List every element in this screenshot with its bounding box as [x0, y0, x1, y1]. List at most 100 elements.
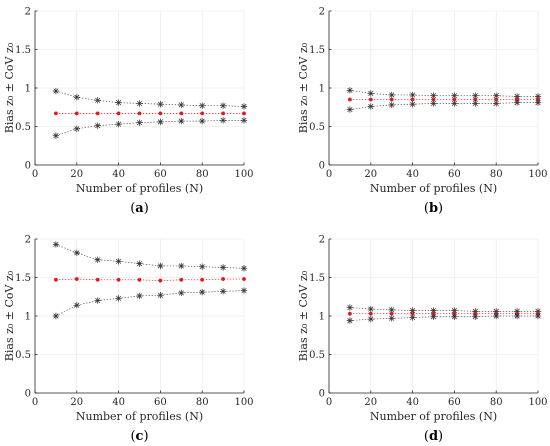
data-point-lower: [178, 117, 185, 125]
data-point-mean: [200, 277, 205, 282]
x-tick-label: 60: [448, 169, 461, 180]
data-point-mean: [221, 277, 226, 281]
data-point-lower: [136, 292, 143, 300]
x-tick-label: 20: [364, 169, 377, 180]
x-tick-label: 0: [326, 397, 332, 408]
data-point-mean: [221, 111, 226, 116]
x-tick-label: 100: [528, 397, 547, 408]
data-point-mean: [348, 97, 352, 102]
series-line-upper: [349, 307, 538, 312]
data-point-lower: [367, 315, 374, 323]
data-point-upper: [219, 102, 227, 109]
x-tick-label: 40: [406, 397, 419, 408]
data-point-lower: [367, 103, 374, 110]
series-line-lower: [55, 290, 245, 317]
x-axis-label: Number of profiles (N): [370, 410, 497, 423]
x-tick-label: 20: [70, 397, 83, 408]
x-tick-label: 60: [154, 397, 167, 408]
data-point-mean: [95, 111, 100, 116]
data-point-mean: [368, 311, 373, 316]
panel-label: (b): [424, 201, 443, 216]
data-point-lower: [157, 292, 164, 299]
y-tick-label: 2: [25, 235, 31, 246]
data-point-upper: [115, 99, 122, 106]
x-tick-label: 100: [528, 169, 547, 180]
data-point-lower: [115, 120, 122, 128]
data-point-upper: [240, 265, 248, 272]
y-tick-label: 0.5: [15, 122, 31, 133]
chart-panel-b: 0 20 40 60 80 100 0 0.5 1 1.5 2 Number of profiles …: [297, 7, 548, 217]
series-line-lower: [55, 119, 244, 137]
series-line-lower: [349, 315, 538, 321]
y-tick-label: 1: [25, 312, 31, 323]
data-point-lower: [451, 313, 458, 320]
data-point-lower: [493, 100, 500, 107]
data-point-mean: [200, 111, 205, 116]
data-point-mean: [116, 111, 121, 116]
x-axis-label: Number of profiles (N): [76, 182, 203, 195]
data-point-mean: [389, 97, 394, 102]
data-point-mean: [494, 97, 499, 102]
data-point-mean: [410, 97, 415, 102]
data-point-lower: [472, 313, 479, 320]
data-point-mean: [179, 277, 184, 282]
data-point-upper: [367, 305, 374, 313]
x-tick-label: 60: [448, 397, 461, 408]
data-point-lower: [52, 132, 60, 139]
data-point-upper: [178, 101, 185, 109]
data-point-lower: [52, 312, 60, 320]
x-tick-label: 20: [70, 169, 83, 180]
data-point-mean: [473, 97, 478, 102]
data-point-upper: [115, 258, 122, 265]
data-point-lower: [157, 118, 164, 126]
data-point-lower: [178, 289, 185, 297]
data-point-upper: [219, 264, 227, 271]
data-point-lower: [219, 117, 227, 124]
chart-panel-a: 0 20 40 60 80 100 0 0.5 1 1.5 2 Number of profiles …: [3, 7, 254, 217]
data-point-mean: [368, 97, 373, 102]
data-point-mean: [54, 111, 58, 116]
data-point-mean: [74, 277, 79, 281]
data-point-upper: [388, 306, 395, 314]
data-point-mean: [348, 311, 352, 316]
data-point-lower: [409, 314, 416, 321]
data-point-upper: [73, 249, 80, 257]
y-tick-label: 1.5: [309, 45, 325, 56]
y-tick-label: 2: [25, 7, 31, 18]
x-tick-label: 80: [490, 397, 503, 408]
series-line-upper: [349, 89, 538, 97]
data-point-upper: [472, 92, 479, 99]
data-point-upper: [493, 92, 500, 99]
data-point-mean: [431, 97, 436, 102]
y-axis-label: Bias z₀ ± CoV z₀: [3, 270, 16, 361]
x-tick-label: 20: [364, 397, 377, 408]
x-tick-label: 40: [112, 397, 125, 408]
data-point-mean: [452, 97, 457, 102]
data-point-lower: [430, 313, 437, 320]
data-point-upper: [157, 100, 164, 108]
data-point-lower: [240, 117, 248, 124]
y-axis-label: Bias z₀ ± CoV z₀: [3, 42, 16, 133]
data-point-upper: [346, 304, 354, 311]
data-point-mean: [179, 111, 184, 116]
data-point-upper: [430, 307, 437, 314]
data-point-upper: [94, 97, 101, 104]
data-point-mean: [137, 277, 142, 282]
y-axis-label: Bias z₀ ± CoV z₀: [297, 270, 310, 361]
x-tick-label: 0: [32, 397, 38, 408]
data-point-mean: [158, 278, 163, 283]
data-point-upper: [199, 263, 206, 270]
chart-panel-c: 0 20 40 60 80 100 0 0.5 1 1.5 2 Number of profiles …: [3, 235, 254, 445]
x-tick-label: 80: [196, 169, 209, 180]
series-line-upper: [55, 244, 245, 269]
data-point-lower: [388, 101, 395, 109]
series-line-lower: [349, 102, 538, 110]
data-point-upper: [199, 102, 206, 109]
data-point-lower: [73, 125, 80, 133]
series-line-mean: [55, 278, 244, 281]
data-point-mean: [116, 277, 121, 282]
y-tick-label: 0: [25, 389, 31, 400]
data-point-lower: [472, 100, 479, 107]
y-tick-label: 0.5: [309, 350, 325, 361]
